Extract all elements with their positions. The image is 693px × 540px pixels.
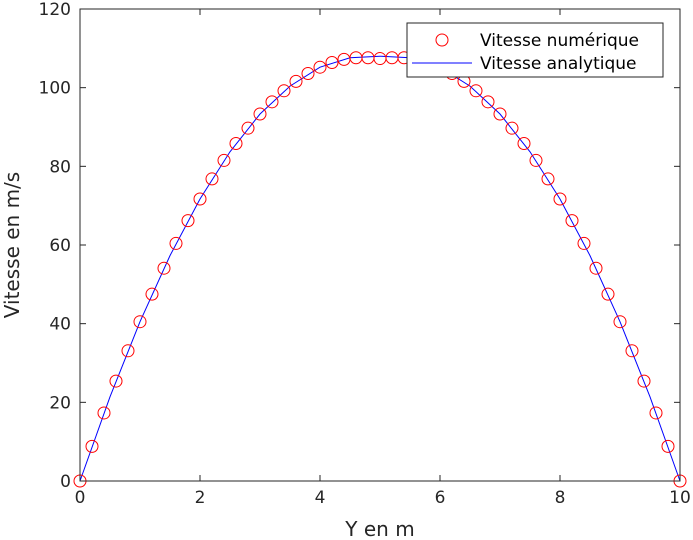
legend: Vitesse numérique Vitesse analytique	[406, 22, 664, 78]
data-point-numeric	[517, 137, 531, 151]
x-tick-label: 0	[75, 488, 86, 508]
plot-area	[80, 9, 680, 481]
x-tick-label: 2	[195, 488, 206, 508]
data-point-numeric	[97, 406, 111, 420]
legend-label-analytic: Vitesse analytique	[480, 54, 637, 74]
legend-box	[406, 22, 664, 78]
y-tick-label: 60	[49, 236, 71, 256]
data-point-numeric	[169, 236, 183, 250]
data-point-numeric	[661, 439, 675, 453]
data-point-numeric	[625, 344, 639, 358]
y-tick-label: 20	[49, 393, 71, 413]
data-point-numeric	[649, 406, 663, 420]
x-axis-label: Y en m	[344, 517, 414, 540]
series-layer	[73, 51, 687, 488]
data-point-numeric	[265, 95, 279, 109]
data-point-numeric	[289, 74, 303, 88]
data-point-numeric	[577, 236, 591, 250]
data-point-numeric	[589, 261, 603, 275]
data-point-numeric	[469, 84, 483, 98]
data-point-numeric	[541, 172, 555, 186]
data-point-numeric	[529, 153, 543, 167]
x-tick-label: 10	[669, 488, 691, 508]
data-point-numeric	[85, 439, 99, 453]
data-point-numeric	[613, 315, 627, 329]
x-tick-label: 6	[435, 488, 446, 508]
data-point-numeric	[109, 374, 123, 388]
data-point-numeric	[505, 121, 519, 135]
y-tick-label: 100	[39, 79, 71, 99]
data-point-numeric	[121, 344, 135, 358]
data-point-numeric	[193, 192, 207, 206]
data-point-numeric	[205, 172, 219, 186]
data-point-numeric	[325, 55, 339, 69]
data-point-numeric	[481, 95, 495, 109]
data-point-numeric	[229, 137, 243, 151]
legend-marker-numeric-icon	[435, 33, 449, 47]
y-tick-label: 40	[49, 315, 71, 335]
data-point-numeric	[553, 192, 567, 206]
data-point-numeric	[565, 214, 579, 228]
y-tick-label: 0	[60, 472, 71, 492]
data-point-numeric	[133, 315, 147, 329]
data-point-numeric	[253, 107, 267, 121]
data-point-numeric	[241, 121, 255, 135]
data-point-numeric	[637, 374, 651, 388]
y-axis-label: Vitesse en m/s	[0, 172, 24, 318]
data-point-numeric	[493, 107, 507, 121]
data-point-numeric	[313, 60, 327, 74]
data-point-numeric	[277, 84, 291, 98]
data-point-numeric	[181, 214, 195, 228]
x-tick-label: 4	[315, 488, 326, 508]
data-point-numeric	[301, 67, 315, 81]
data-point-numeric	[157, 261, 171, 275]
y-tick-label: 120	[39, 0, 71, 20]
series-analytic-line	[79, 55, 681, 482]
y-tick-label: 80	[49, 157, 71, 177]
data-point-numeric	[601, 287, 615, 301]
data-point-numeric	[145, 287, 159, 301]
x-tick-label: 8	[555, 488, 566, 508]
data-point-numeric	[217, 153, 231, 167]
legend-label-numeric: Vitesse numérique	[480, 31, 639, 51]
